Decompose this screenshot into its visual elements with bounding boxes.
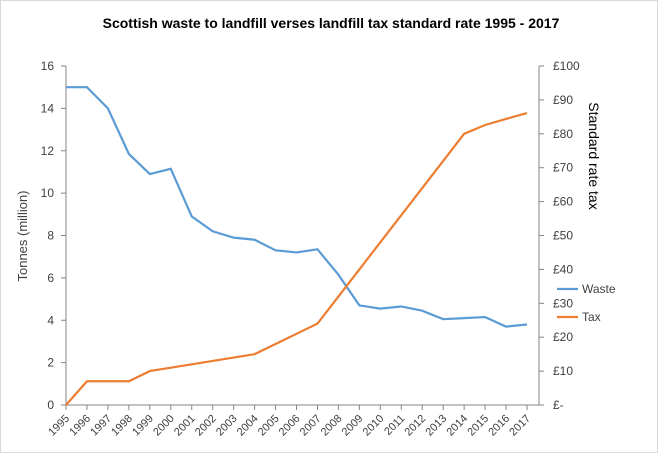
y-tick-label: 8 [47, 229, 54, 243]
x-tick-label: 2009 [340, 413, 366, 439]
x-tick-label: 2015 [465, 413, 491, 439]
x-tick-label: 1996 [67, 413, 93, 439]
series-line-waste [66, 86, 528, 328]
x-tick-label: 2006 [277, 413, 303, 439]
x-tick-label: 2011 [382, 413, 407, 438]
y-tick-label: 0 [47, 398, 54, 412]
x-tick-label: 2001 [172, 413, 198, 439]
y2-tick-label: £20 [553, 330, 573, 344]
x-tick-label: 2013 [424, 413, 450, 439]
x-tick-label: 2012 [403, 413, 429, 439]
legend-label: Waste [582, 282, 616, 296]
x-tick-label: 2004 [235, 413, 261, 439]
x-tick-label: 2003 [214, 413, 240, 439]
x-tick-label: 2000 [151, 413, 177, 439]
y-tick-label: 6 [47, 271, 54, 285]
x-tick-label: 1999 [130, 413, 156, 439]
y2-axis-title: Standard rate tax [586, 102, 602, 209]
y-tick-label: 2 [47, 356, 54, 370]
y2-tick-label: £30 [553, 296, 573, 310]
x-tick-label: 2016 [486, 413, 512, 439]
y-tick-label: 10 [41, 186, 55, 200]
y2-tick-label: £70 [553, 161, 573, 175]
y2-tick-label: £100 [553, 59, 580, 73]
y2-tick-label: £40 [553, 262, 573, 276]
x-tick-label: 1998 [109, 413, 135, 439]
y-tick-label: 16 [41, 59, 55, 73]
y2-tick-label: £10 [553, 364, 573, 378]
x-tick-label: 2005 [256, 413, 282, 439]
x-tick-label: 2010 [361, 413, 387, 439]
y-tick-label: 4 [47, 313, 54, 327]
x-tick-label: 2002 [193, 413, 219, 439]
y2-tick-label: £50 [553, 229, 573, 243]
y2-tick-label: £60 [553, 195, 573, 209]
chart-title: Scottish waste to landfill verses landfi… [103, 15, 560, 31]
x-tick-label: 2007 [298, 413, 324, 439]
x-tick-label: 2014 [444, 413, 470, 439]
y2-tick-label: £- [553, 398, 564, 412]
y-axis-title: Tonnes (million) [15, 190, 30, 281]
x-tick-label: 1997 [88, 413, 114, 439]
legend-label: Tax [582, 310, 601, 324]
y-tick-label: 12 [41, 144, 55, 158]
x-tick-label: 2017 [507, 413, 533, 439]
x-tick-label: 2008 [319, 413, 345, 439]
y2-tick-label: £80 [553, 127, 573, 141]
y2-tick-label: £90 [553, 93, 573, 107]
series-line-tax [65, 112, 528, 406]
x-tick-label: 1995 [46, 413, 72, 439]
y-tick-label: 14 [41, 101, 55, 115]
